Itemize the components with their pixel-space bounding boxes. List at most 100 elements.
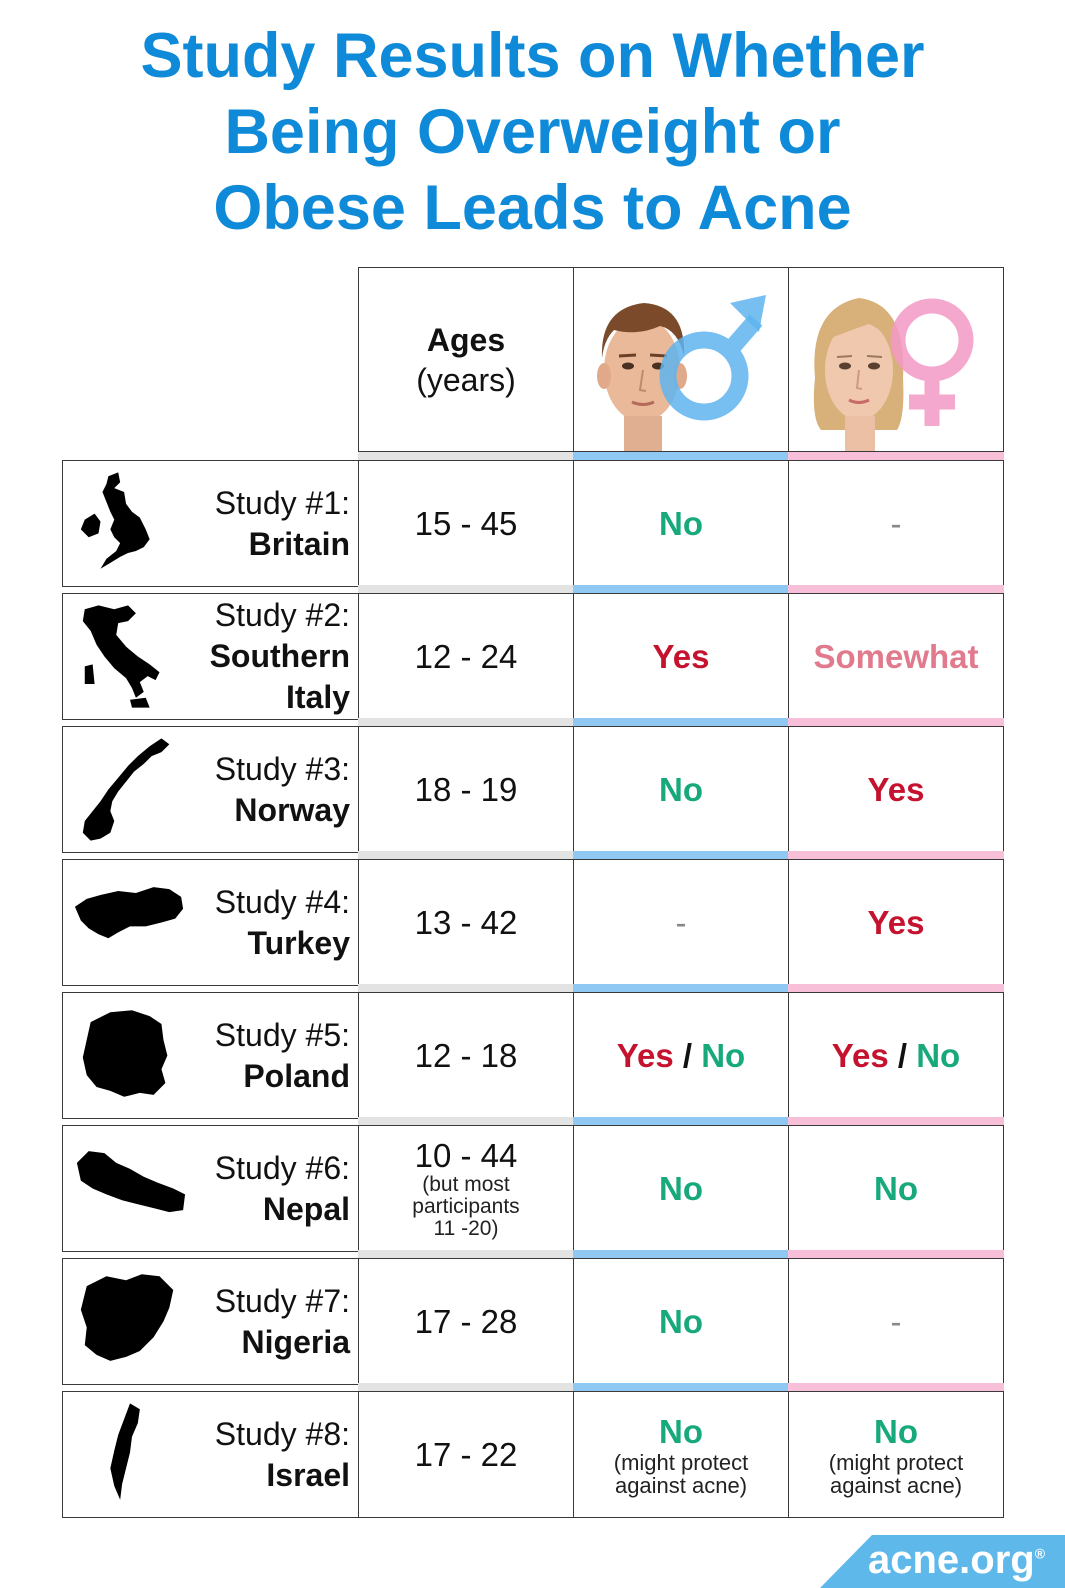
female-result-cell: - <box>788 1258 1004 1385</box>
study-cell: Study #6: Nepal <box>62 1125 359 1252</box>
logo-text: acne.org® <box>868 1538 1045 1583</box>
ages-value: 17 - 28 <box>414 1302 518 1340</box>
ages-note: participants <box>412 1194 520 1218</box>
female-result-yes: Yes <box>831 1036 889 1074</box>
female-accent-bar <box>788 1383 1004 1391</box>
male-result-no: No <box>659 1302 703 1340</box>
ages-accent-bar <box>358 452 574 460</box>
female-result-somewhat: Somewhat <box>813 637 979 675</box>
male-result-cell: - <box>573 859 789 986</box>
title-line: Being Overweight or <box>224 97 841 167</box>
female-result-note: (might protect against acne) <box>828 1449 964 1498</box>
female-accent-bar <box>788 1117 1004 1125</box>
male-result-slash: / <box>673 1036 702 1074</box>
male-result-yes: Yes <box>616 1036 674 1074</box>
female-accent-bar <box>788 718 1004 726</box>
ages-accent-bar <box>358 585 574 593</box>
acne-org-logo[interactable]: acne.org® <box>820 1535 1065 1588</box>
norway-map-icon <box>82 738 170 841</box>
female-result-cell: Yes <box>788 726 1004 853</box>
study-label: Study #1: <box>214 484 350 521</box>
logo-wordmark: acne.org <box>868 1538 1035 1582</box>
female-accent-bar <box>788 452 1004 460</box>
israel-map-icon <box>110 1403 140 1500</box>
male-result-no: No <box>659 1169 703 1207</box>
female-result-dash: - <box>890 1302 902 1340</box>
female-result-cell: Yes <box>788 859 1004 986</box>
ages-cell: 17 - 22 <box>358 1391 574 1518</box>
male-result-no: No <box>659 770 703 808</box>
male-accent-bar <box>573 585 789 593</box>
britain-map-icon <box>80 472 150 569</box>
study-country: Turkey <box>247 924 350 961</box>
male-face-icon <box>597 295 766 451</box>
ages-value: 12 - 18 <box>414 1036 518 1074</box>
study-country: Nepal <box>262 1190 350 1227</box>
female-result-yes: Yes <box>867 903 925 941</box>
study-cell: Study #1: Britain <box>62 460 359 587</box>
nepal-map-icon <box>76 1151 186 1213</box>
page-title: Study Results on Whether Being Overweigh… <box>0 18 1065 246</box>
study-label: Study #6: <box>214 1149 350 1186</box>
study-row: Study #8: Israel 17 - 22 No (might protect a… <box>0 1383 1065 1518</box>
ages-cell: 15 - 45 <box>358 460 574 587</box>
female-result-cell: No (might protect against acne) <box>788 1391 1004 1518</box>
female-result-no: No <box>916 1036 961 1074</box>
male-result-cell: Yes <box>573 593 789 720</box>
female-header <box>788 267 1004 452</box>
male-result-cell: No (might protect against acne) <box>573 1391 789 1518</box>
female-result-slash: / <box>888 1036 917 1074</box>
male-accent-bar <box>573 851 789 859</box>
male-result-no: No <box>659 504 703 542</box>
ages-value: 13 - 42 <box>414 903 518 941</box>
female-result-cell: No <box>788 1125 1004 1252</box>
ages-header-label: Ages <box>426 321 506 358</box>
female-result-cell: Somewhat <box>788 593 1004 720</box>
male-accent-bar <box>573 1383 789 1391</box>
male-accent-bar <box>573 452 789 460</box>
study-cell: Study #3: Norway <box>62 726 359 853</box>
male-result-note: (might protect against acne) <box>613 1449 749 1498</box>
logo-registered-mark: ® <box>1034 1545 1046 1562</box>
ages-accent-bar <box>358 851 574 859</box>
study-country: Poland <box>243 1057 350 1094</box>
female-result-no: No <box>874 1412 918 1450</box>
study-label: Study #8: <box>214 1415 350 1452</box>
study-cell: Study #5: Poland <box>62 992 359 1119</box>
male-result-cell: No <box>573 460 789 587</box>
study-label: Study #7: <box>214 1282 350 1319</box>
male-result-cell: Yes / No <box>573 992 789 1119</box>
ages-accent-bar <box>358 984 574 992</box>
study-country: Israel <box>266 1456 350 1493</box>
female-accent-bar <box>788 1250 1004 1258</box>
study-cell: Study #7: Nigeria <box>62 1258 359 1385</box>
male-result-cell: No <box>573 726 789 853</box>
study-cell: Study #4: Turkey <box>62 859 359 986</box>
turkey-map-icon <box>74 887 184 939</box>
study-row: Study #2: Southern Italy 12 - 24 Yes Somewhat <box>0 585 1065 720</box>
poland-map-icon <box>82 1010 168 1097</box>
ages-cell: 18 - 19 <box>358 726 574 853</box>
study-cell: Study #2: Southern Italy <box>62 593 359 720</box>
ages-value: 10 - 44 <box>414 1136 518 1174</box>
study-cell: Study #8: Israel <box>62 1391 359 1518</box>
ages-cell: 12 - 18 <box>358 992 574 1119</box>
study-country: Britain <box>248 525 350 562</box>
ages-cell: 10 - 44 (but most participants 11 -20) <box>358 1125 574 1252</box>
logo-banner-shape <box>820 1535 1065 1588</box>
title-line: Study Results on Whether <box>140 21 925 91</box>
male-result-yes: Yes <box>652 637 710 675</box>
male-accent-bar <box>573 984 789 992</box>
study-row: Study #4: Turkey 13 - 42 - Yes <box>0 851 1065 986</box>
female-result-dash: - <box>890 504 902 542</box>
female-accent-bar <box>788 585 1004 593</box>
female-result-cell: - <box>788 460 1004 587</box>
ages-cell: 13 - 42 <box>358 859 574 986</box>
female-accent-bar <box>788 851 1004 859</box>
male-result-dash: - <box>675 903 687 941</box>
study-row: Study #7: Nigeria 17 - 28 No - <box>0 1250 1065 1385</box>
study-label: Study #2: <box>214 597 350 633</box>
study-row: Study #5: Poland 12 - 18 Yes / No Yes / No <box>0 984 1065 1119</box>
male-result-no: No <box>659 1412 703 1450</box>
male-accent-bar <box>573 1117 789 1125</box>
